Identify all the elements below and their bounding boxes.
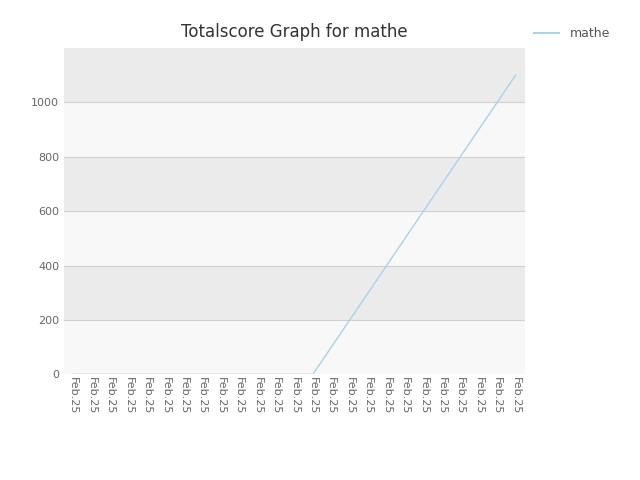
mathe [309, 372, 317, 377]
mathe [272, 372, 280, 377]
mathe [291, 372, 298, 377]
mathe [69, 372, 77, 377]
Legend: mathe: mathe [529, 22, 615, 45]
mathe [253, 372, 261, 377]
mathe [493, 99, 501, 105]
mathe [456, 154, 464, 160]
mathe [420, 208, 428, 214]
Bar [64, 102, 525, 157]
Title: Totalscore Graph for mathe: Totalscore Graph for mathe [181, 23, 408, 41]
mathe [180, 372, 188, 377]
Bar [64, 211, 525, 265]
mathe [143, 372, 151, 377]
mathe [328, 344, 335, 350]
mathe [512, 72, 520, 78]
Bar [64, 265, 525, 320]
mathe [106, 372, 114, 377]
Bar [64, 48, 525, 102]
mathe [88, 372, 95, 377]
mathe [161, 372, 169, 377]
mathe [346, 317, 353, 323]
mathe [401, 236, 409, 241]
Line: mathe: mathe [73, 75, 516, 374]
mathe [383, 263, 390, 268]
mathe [438, 181, 445, 187]
mathe [364, 290, 372, 296]
Bar [64, 157, 525, 211]
mathe [475, 127, 483, 132]
Bar [64, 320, 525, 374]
mathe [217, 372, 225, 377]
mathe [125, 372, 132, 377]
mathe [236, 372, 243, 377]
mathe [198, 372, 206, 377]
